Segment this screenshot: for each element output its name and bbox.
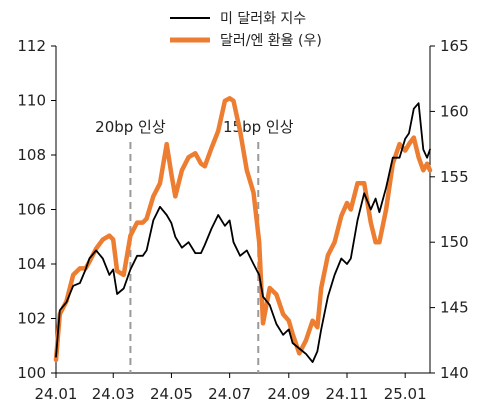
right-y-tick-label: 145 xyxy=(440,299,469,317)
legend-label-dxy: 미 달러화 지수 xyxy=(220,11,306,27)
left-y-tick-label: 102 xyxy=(17,310,46,328)
right-y-tick-label: 155 xyxy=(440,168,469,186)
x-axis-ticks: 24.01 24.03 24.05 24.07 24.09 24.11 25.01 xyxy=(35,373,427,403)
left-y-tick-label: 100 xyxy=(17,364,46,382)
x-tick-label: 24.11 xyxy=(326,385,369,403)
series-line-usdjpy xyxy=(53,96,433,363)
right-y-tick-label: 140 xyxy=(440,364,469,382)
series-line-dxy xyxy=(55,102,431,363)
annotation-label: 20bp 인상 xyxy=(95,118,166,136)
series-layer xyxy=(53,96,433,363)
legend-label-usdjpy: 달러/엔 환율 (우) xyxy=(220,33,322,49)
right-y-axis-ticks: 140 145 150 155 160 165 xyxy=(430,37,469,382)
x-tick-label: 24.03 xyxy=(92,385,135,403)
right-y-tick-label: 150 xyxy=(440,233,469,251)
x-tick-label: 24.09 xyxy=(267,385,310,403)
left-y-axis-ticks: 100 102 104 106 108 110 112 xyxy=(17,37,56,382)
left-y-tick-label: 108 xyxy=(17,146,46,164)
x-tick-label: 24.05 xyxy=(150,385,193,403)
annotations: 20bp 인상 15bp 인상 xyxy=(95,118,294,373)
x-tick-label: 24.07 xyxy=(208,385,251,403)
left-y-tick-label: 110 xyxy=(17,92,46,110)
annotation-label: 15bp 인상 xyxy=(223,118,294,136)
left-y-tick-label: 104 xyxy=(17,255,46,273)
legend: 미 달러화 지수 달러/엔 환율 (우) xyxy=(170,11,322,49)
left-y-tick-label: 112 xyxy=(17,37,46,55)
x-tick-label: 24.01 xyxy=(35,385,78,403)
left-y-tick-label: 106 xyxy=(17,201,46,219)
x-tick-label: 25.01 xyxy=(384,385,427,403)
right-y-tick-label: 165 xyxy=(440,37,469,55)
right-y-tick-label: 160 xyxy=(440,102,469,120)
